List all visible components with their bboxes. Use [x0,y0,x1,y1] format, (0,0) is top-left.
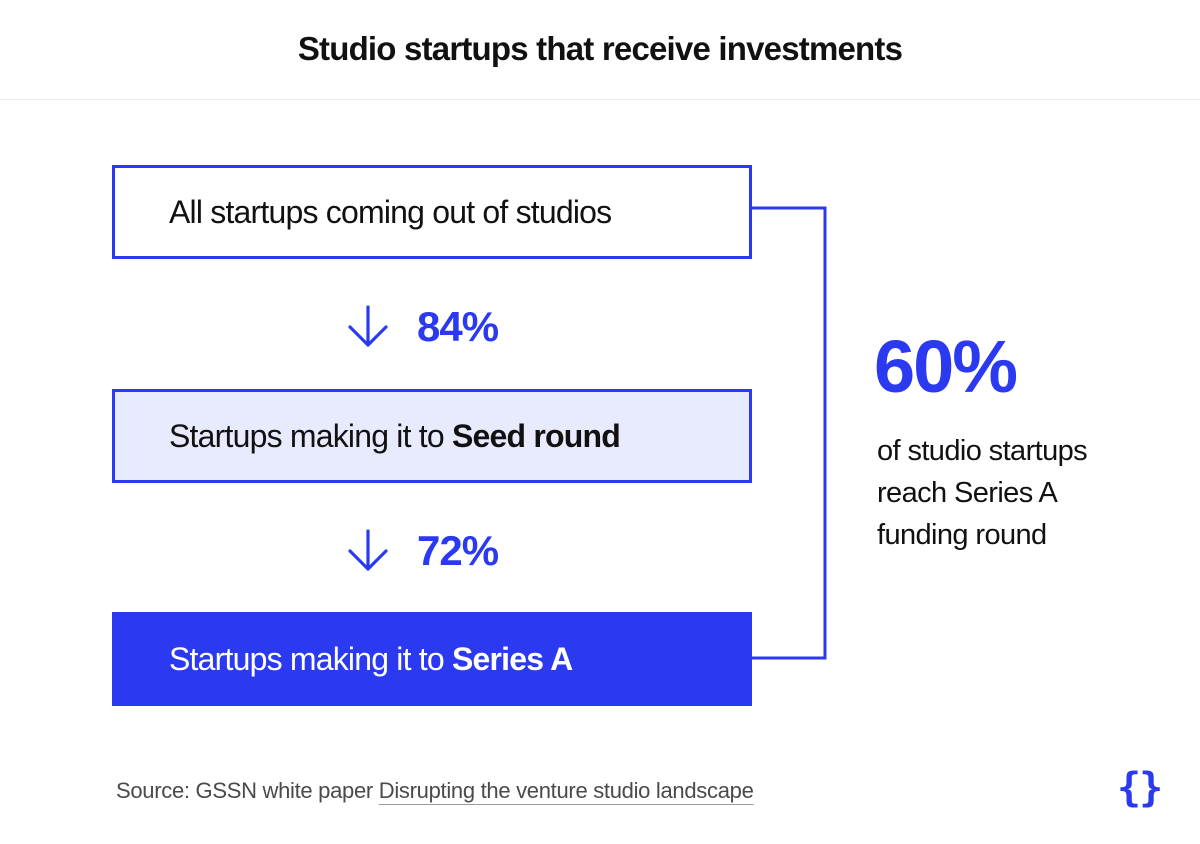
stage-label: Startups making it to [169,417,452,454]
stage-label: All startups coming out of studios [169,193,612,230]
arrow-down-icon [348,305,388,347]
stage-seed-round: Startups making it to Seed round [112,389,752,483]
conversion-step-seed: 84% [345,302,499,352]
arrow-down-icon [348,529,388,571]
summary-line: of studio startups [877,435,1088,467]
source-link[interactable]: Disrupting the venture studio landscape [378,778,754,803]
stage-label: Startups making it to [169,640,452,677]
summary-line: reach Series A [877,477,1058,509]
conversion-value: 84% [417,303,499,350]
summary-percentage: 60% [874,325,1018,408]
summary-line: funding round [877,519,1047,551]
summary-description: of studio startups reach Series A fundin… [877,430,1177,556]
stage-series-a: Startups making it to Series A [112,612,752,706]
curly-braces-logo: {} [1117,765,1163,811]
stage-all-startups: All startups coming out of studios [112,165,752,259]
conversion-step-series-a: 72% [345,526,499,576]
source-note: Source: GSSN white paper Disrupting the … [116,778,754,804]
stage-label-bold: Seed round [451,417,621,454]
source-prefix: Source: GSSN white paper [116,778,379,803]
header: Studio startups that receive investments [0,0,1200,100]
page-title: Studio startups that receive investments [297,30,903,67]
stage-label-bold: Series A [451,640,573,677]
conversion-value: 72% [417,527,499,574]
